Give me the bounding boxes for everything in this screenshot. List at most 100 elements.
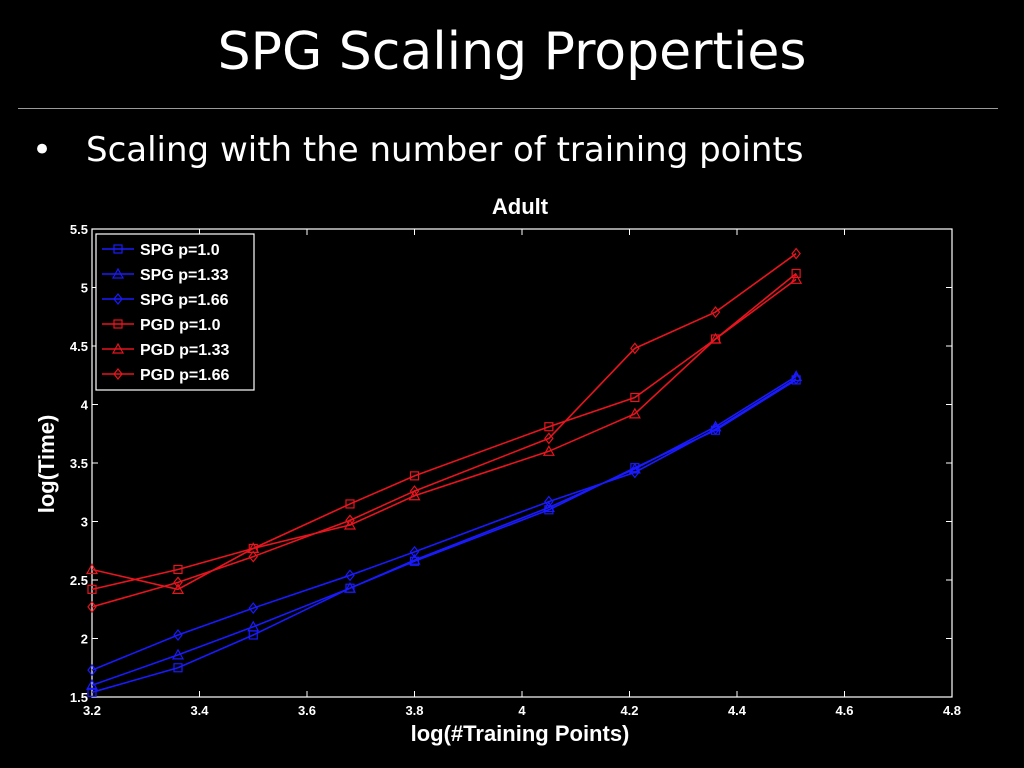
data-point	[710, 306, 721, 319]
series-line	[91, 252, 797, 608]
data-point	[343, 518, 357, 530]
y-tick-label: 5	[81, 281, 88, 296]
data-point	[247, 620, 260, 632]
y-tick-label: 2.5	[70, 573, 88, 588]
data-point	[790, 370, 803, 382]
data-point	[85, 563, 99, 575]
legend-box	[95, 233, 255, 391]
axes: 3.2 3.4 3.6 3.8 4 4.2 4.4 4.6 4.8 1.5 2 2.5 3 3.5 4 4.5…	[70, 222, 961, 718]
legend-label: PGD p=1.0	[140, 317, 221, 334]
data-point	[171, 583, 185, 594]
series-3	[87, 372, 801, 677]
data-point	[173, 663, 183, 673]
x-tick-label: 4.2	[620, 703, 638, 718]
data-point	[173, 576, 183, 589]
series-line	[91, 378, 797, 671]
chart-title: Adult	[492, 194, 549, 219]
x-tick-label: 4.4	[728, 703, 747, 718]
data-point	[408, 489, 421, 501]
x-tick-label: 3.6	[298, 703, 316, 718]
data-point	[544, 495, 554, 508]
data-point	[544, 432, 554, 445]
data-point	[791, 372, 801, 385]
data-point	[173, 629, 183, 641]
data-point	[87, 664, 97, 677]
bullet-dot: •	[32, 130, 53, 170]
data-point	[630, 342, 640, 355]
data-point	[85, 679, 99, 690]
data-point	[87, 584, 97, 594]
data-point	[542, 501, 555, 513]
legend-entry: PGD p=1.66	[102, 367, 229, 384]
data-point	[791, 247, 801, 260]
legend-marker	[111, 342, 125, 354]
data-point	[248, 602, 259, 615]
data-point	[408, 553, 421, 565]
legend-entry: PGD p=1.33	[102, 342, 229, 359]
data-point	[409, 471, 420, 481]
y-tick-label: 3.5	[70, 456, 88, 471]
y-tick-label: 5.5	[70, 222, 88, 237]
data-point	[542, 445, 555, 456]
x-tick-label: 4.6	[835, 703, 853, 718]
data-point	[345, 499, 355, 509]
data-point	[345, 514, 355, 527]
x-tick-label: 3.4	[190, 703, 209, 718]
x-tick-label: 4.8	[943, 703, 961, 718]
data-point	[709, 332, 722, 344]
y-tick-label: 2	[81, 632, 88, 647]
y-tick-label: 4	[81, 398, 89, 413]
series-4	[87, 268, 801, 594]
y-tick-label: 4.5	[70, 339, 88, 354]
data-point	[544, 422, 554, 432]
legend-marker	[113, 293, 123, 305]
series-line	[91, 272, 797, 591]
legend-marker	[113, 244, 123, 254]
data-point	[87, 687, 97, 697]
series-line	[91, 379, 797, 694]
slide-title: SPG Scaling Properties	[217, 22, 807, 82]
legend-entry: SPG p=1.33	[102, 267, 229, 284]
x-tick-label: 4	[518, 703, 526, 718]
title-divider	[18, 108, 998, 109]
data-point	[173, 564, 183, 575]
series-line	[91, 375, 797, 687]
y-axis-label: log(Time)	[34, 415, 59, 514]
legend-label: PGD p=1.33	[140, 342, 229, 359]
data-point	[248, 550, 259, 563]
data-point	[630, 466, 640, 479]
legend-entry: SPG p=1.66	[102, 292, 229, 309]
data-point	[409, 485, 420, 498]
data-point	[791, 268, 801, 279]
y-tick-label: 3	[81, 515, 88, 530]
data-point	[709, 420, 722, 432]
series-group	[85, 247, 803, 697]
data-point	[87, 600, 97, 613]
data-point	[409, 545, 420, 558]
x-axis-label: log(#Training Points)	[411, 721, 630, 746]
legend-marker	[113, 368, 123, 380]
legend-label: SPG p=1.66	[140, 292, 229, 309]
legend-label: SPG p=1.33	[140, 267, 229, 284]
data-point	[790, 273, 803, 284]
x-tick-label: 3.2	[83, 703, 101, 718]
x-tick-label: 3.8	[405, 703, 423, 718]
legend-entry: SPG p=1.0	[102, 242, 220, 259]
data-point	[345, 569, 355, 582]
legend-label: SPG p=1.0	[140, 242, 220, 259]
data-point	[171, 648, 185, 660]
legend: SPG p=1.0 SPG p=1.33 SPG p=1.66 PGD p=1.0 PG…	[95, 233, 255, 391]
legend-entry: PGD p=1.0	[102, 317, 221, 334]
legend-marker	[113, 319, 123, 329]
series-2	[85, 370, 803, 690]
data-point	[630, 392, 640, 403]
data-point	[628, 407, 641, 419]
y-tick-label: 1.5	[70, 690, 88, 705]
series-6	[87, 247, 801, 613]
data-point	[710, 423, 721, 436]
bullet-text: Scaling with the number of training poin…	[86, 130, 804, 170]
data-point	[343, 581, 357, 593]
legend-marker	[111, 267, 125, 279]
legend-label: PGD p=1.66	[140, 367, 229, 384]
